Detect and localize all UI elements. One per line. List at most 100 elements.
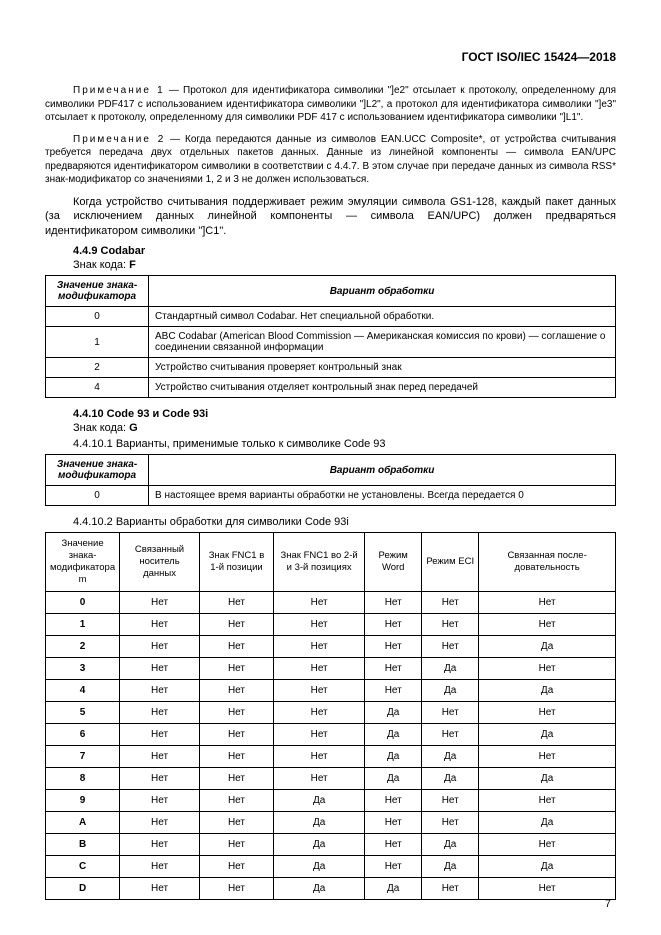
table-header-mod: Значение знака-модификатора bbox=[46, 455, 149, 486]
table-row: Значение знака-модификатора Вариант обра… bbox=[46, 276, 616, 307]
cell-desc: Стандартный символ Codabar. Нет специаль… bbox=[149, 307, 616, 327]
cell-value: Да bbox=[479, 679, 616, 701]
code-f-label: Знак кода: bbox=[73, 259, 129, 271]
cell-value: Да bbox=[274, 789, 365, 811]
t3-h3: Знак FNC1 во 2-й и 3-й позициях bbox=[274, 533, 365, 592]
table-row: 1НетНетНетНетНетНет bbox=[46, 613, 616, 635]
section-449-title: 4.4.9 Codabar bbox=[73, 245, 616, 257]
cell-value: Нет bbox=[120, 811, 200, 833]
table-row: DНетНетДаДаНетНет bbox=[46, 877, 616, 899]
cell-desc: Устройство считывания проверяет контроль… bbox=[149, 358, 616, 378]
cell-mod: 4 bbox=[46, 378, 149, 398]
cell-value: Нет bbox=[274, 745, 365, 767]
cell-value: Да bbox=[274, 855, 365, 877]
cell-value: Нет bbox=[422, 811, 479, 833]
cell-value: Нет bbox=[365, 811, 422, 833]
table-row: 8НетНетНетДаДаДа bbox=[46, 767, 616, 789]
table-row: 2 Устройство считывания проверяет контро… bbox=[46, 358, 616, 378]
cell-value: Нет bbox=[479, 833, 616, 855]
cell-value: Нет bbox=[120, 745, 200, 767]
cell-value: Нет bbox=[120, 591, 200, 613]
t3-h6: Связанная после-довательность bbox=[479, 533, 616, 592]
cell-value: Нет bbox=[120, 723, 200, 745]
cell-mod: D bbox=[46, 877, 120, 899]
code-f-line: Знак кода: F bbox=[73, 259, 616, 271]
cell-value: Да bbox=[365, 723, 422, 745]
table-row: 4 Устройство считывания отделяет контрол… bbox=[46, 378, 616, 398]
table-header-mod: Значение знака-модификатора bbox=[46, 276, 149, 307]
cell-value: Нет bbox=[365, 613, 422, 635]
cell-value: Нет bbox=[365, 635, 422, 657]
cell-value: Да bbox=[365, 701, 422, 723]
cell-value: Нет bbox=[365, 591, 422, 613]
cell-mod: 0 bbox=[46, 486, 149, 506]
cell-value: Нет bbox=[274, 635, 365, 657]
cell-value: Да bbox=[479, 635, 616, 657]
table-row: AНетНетДаНетНетДа bbox=[46, 811, 616, 833]
cell-value: Нет bbox=[199, 613, 273, 635]
code-g-value: G bbox=[129, 422, 138, 434]
cell-value: Нет bbox=[199, 635, 273, 657]
code-g-label: Знак кода: bbox=[73, 422, 129, 434]
cell-value: Нет bbox=[120, 767, 200, 789]
cell-mod: 1 bbox=[46, 613, 120, 635]
table-row: 5НетНетНетДаНетНет bbox=[46, 701, 616, 723]
cell-value: Нет bbox=[479, 701, 616, 723]
cell-value: Нет bbox=[199, 679, 273, 701]
cell-mod: C bbox=[46, 855, 120, 877]
table-codabar: Значение знака-модификатора Вариант обра… bbox=[45, 275, 616, 398]
cell-value: Нет bbox=[120, 833, 200, 855]
table-row: 0 Стандартный символ Codabar. Нет специа… bbox=[46, 307, 616, 327]
cell-value: Нет bbox=[479, 591, 616, 613]
cell-value: Нет bbox=[120, 877, 200, 899]
cell-mod: 8 bbox=[46, 767, 120, 789]
section-44102: 4.4.10.2 Варианты обработки для символик… bbox=[73, 516, 616, 528]
cell-value: Нет bbox=[365, 855, 422, 877]
t3-h0: Значение знака-модификатора m bbox=[46, 533, 120, 592]
cell-value: Нет bbox=[120, 855, 200, 877]
table-row: CНетНетДаНетДаДа bbox=[46, 855, 616, 877]
table-code93i: Значение знака-модификатора m Связанный … bbox=[45, 532, 616, 900]
cell-mod: B bbox=[46, 833, 120, 855]
table-row: BНетНетДаНетДаНет bbox=[46, 833, 616, 855]
table-row: 0НетНетНетНетНетНет bbox=[46, 591, 616, 613]
cell-value: Нет bbox=[274, 679, 365, 701]
t3-h2: Знак FNC1 в 1-й позиции bbox=[199, 533, 273, 592]
cell-value: Нет bbox=[120, 635, 200, 657]
cell-value: Нет bbox=[422, 701, 479, 723]
cell-value: Нет bbox=[199, 833, 273, 855]
cell-value: Нет bbox=[199, 811, 273, 833]
cell-value: Да bbox=[274, 833, 365, 855]
cell-value: Нет bbox=[274, 723, 365, 745]
cell-value: Нет bbox=[422, 877, 479, 899]
cell-value: Нет bbox=[422, 635, 479, 657]
cell-mod: 0 bbox=[46, 591, 120, 613]
table-row: Значение знака-модификатора m Связанный … bbox=[46, 533, 616, 592]
cell-mod: 1 bbox=[46, 327, 149, 358]
cell-value: Да bbox=[479, 767, 616, 789]
cell-value: Нет bbox=[199, 591, 273, 613]
cell-value: Нет bbox=[479, 613, 616, 635]
cell-value: Нет bbox=[274, 591, 365, 613]
table-row: 7НетНетНетДаДаНет bbox=[46, 745, 616, 767]
cell-mod: A bbox=[46, 811, 120, 833]
cell-value: Да bbox=[422, 767, 479, 789]
note-2-label: Примечание 2 bbox=[73, 134, 165, 145]
cell-mod: 3 bbox=[46, 657, 120, 679]
cell-mod: 4 bbox=[46, 679, 120, 701]
cell-value: Нет bbox=[120, 613, 200, 635]
table-code93: Значение знака-модификатора Вариант обра… bbox=[45, 454, 616, 506]
section-44101: 4.4.10.1 Варианты, применимые только к с… bbox=[73, 438, 616, 450]
cell-value: Нет bbox=[199, 723, 273, 745]
cell-value: Нет bbox=[365, 679, 422, 701]
cell-value: Нет bbox=[365, 789, 422, 811]
cell-mod: 0 bbox=[46, 307, 149, 327]
cell-value: Нет bbox=[199, 855, 273, 877]
cell-value: Нет bbox=[479, 745, 616, 767]
t3-h5: Режим ECI bbox=[422, 533, 479, 592]
cell-mod: 9 bbox=[46, 789, 120, 811]
document-page: ГОСТ ISO/IEC 15424—2018 Примечание 1 — П… bbox=[0, 0, 661, 935]
cell-value: Нет bbox=[422, 789, 479, 811]
cell-value: Нет bbox=[199, 745, 273, 767]
cell-value: Нет bbox=[199, 767, 273, 789]
